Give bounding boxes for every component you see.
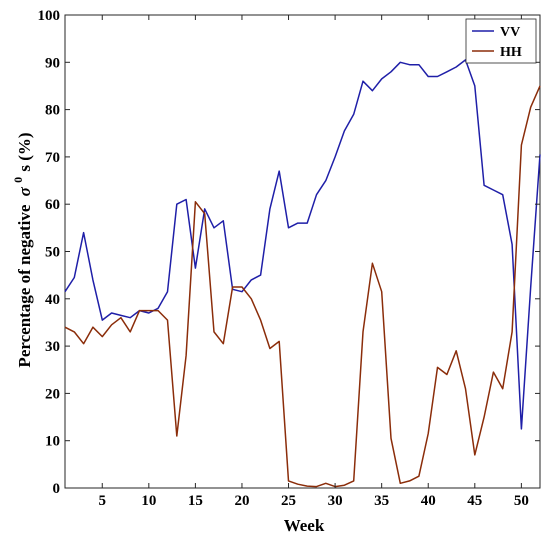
x-tick-label: 10 (141, 493, 156, 509)
legend-box (465, 18, 537, 64)
legend-label-hh: HH (500, 45, 522, 60)
y-axis-title-suffix: s (%) (15, 132, 34, 171)
x-axis-title: Week (284, 516, 325, 535)
y-tick-label: 90 (45, 55, 60, 71)
x-tick-label: 20 (234, 493, 249, 509)
x-tick-label: 35 (374, 493, 389, 509)
y-axis-title-symbol: σ (15, 186, 34, 196)
series-line-hh (64, 85, 541, 488)
y-tick-label: 80 (45, 103, 60, 119)
y-tick-label: 100 (38, 8, 61, 24)
x-tick-label: 5 (99, 493, 107, 509)
x-tick-label: 45 (467, 493, 482, 509)
plot-frame (64, 14, 541, 489)
y-axis-title: Percentage of negative σ 0 s (%) (7, 132, 34, 367)
legend: VV HH (465, 18, 537, 64)
x-tick-label: 50 (514, 493, 529, 509)
legend-label-vv: VV (500, 25, 520, 40)
y-tick-label: 20 (45, 386, 60, 402)
y-tick-label: 50 (45, 245, 60, 261)
x-tick-label: 15 (188, 493, 203, 509)
y-tick-label: 30 (45, 339, 60, 355)
y-axis-title-prefix: Percentage of negative (15, 204, 34, 367)
series-line-vv (64, 59, 541, 430)
x-tick-label: 30 (328, 493, 343, 509)
x-tick-label: 25 (281, 493, 296, 509)
plot-area (64, 14, 541, 489)
y-axis: 0 10 20 30 40 50 60 70 80 90 100 (38, 8, 540, 497)
y-axis-title-superscript: 0 (11, 177, 25, 183)
y-tick-label: 0 (53, 481, 61, 497)
y-tick-label: 70 (45, 150, 60, 166)
series-layer (64, 59, 541, 488)
x-tick-label: 40 (421, 493, 436, 509)
y-tick-label: 10 (45, 434, 60, 450)
y-tick-label: 40 (45, 292, 60, 308)
y-tick-label: 60 (45, 197, 60, 213)
x-axis: 5 10 15 20 25 30 35 40 45 50 (99, 15, 529, 509)
